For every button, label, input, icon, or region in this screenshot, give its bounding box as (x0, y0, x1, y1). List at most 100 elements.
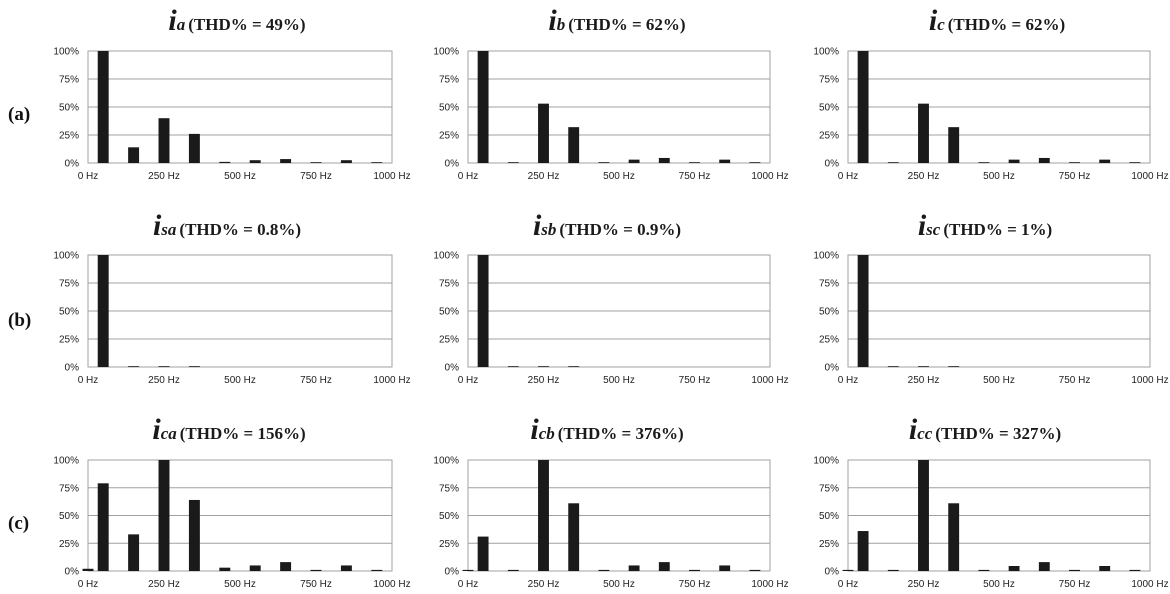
chart-sa: 0% 25% 50% 75% 100% 0 Hz 250 Hz 500 Hz 750 Hz 100… (53, 251, 410, 387)
y-tick-label: 50% (819, 307, 839, 318)
y-tick-label: 25% (439, 335, 459, 346)
bar (340, 565, 352, 571)
bar (97, 483, 109, 571)
y-tick-label: 75% (59, 279, 79, 290)
bar (1099, 566, 1111, 571)
bar (1038, 157, 1050, 163)
bar (857, 255, 869, 367)
x-tick-label: 250 Hz (908, 375, 940, 386)
bar (948, 503, 960, 571)
x-tick-label: 500 Hz (603, 579, 635, 590)
x-tick-label: 500 Hz (603, 375, 635, 386)
title-thd: (THD% = 1%) (943, 220, 1053, 239)
bar (978, 162, 990, 163)
y-tick-label: 100% (53, 251, 79, 262)
title-subscript: a (176, 15, 186, 34)
chart-a: 0% 25% 50% 75% 100% 0 Hz 250 Hz 500 Hz 750 Hz 100… (53, 47, 410, 183)
bar (280, 159, 292, 163)
x-tick-label: 500 Hz (603, 171, 635, 182)
x-tick-label: 1000 Hz (751, 375, 788, 386)
bar (219, 567, 231, 571)
title-thd: (THD% = 0.9%) (559, 220, 682, 239)
x-tick-label: 250 Hz (148, 579, 180, 590)
y-tick-label: 100% (433, 47, 459, 58)
bar (128, 534, 140, 571)
bar (507, 162, 519, 163)
chart-cc: 0% 25% 50% 75% 100% 0 Hz 250 Hz 500 Hz 750 Hz 100… (813, 456, 1168, 591)
y-tick-label: 75% (59, 483, 79, 494)
bar (857, 531, 869, 571)
bar (1008, 159, 1020, 163)
bar (628, 159, 640, 163)
x-tick-label: 1000 Hz (751, 171, 788, 182)
bar (188, 133, 200, 163)
title-thd: (THD% = 62%) (947, 15, 1066, 34)
title-subscript: ca (160, 424, 177, 443)
bar (918, 103, 929, 163)
x-tick-label: 0 Hz (78, 171, 99, 182)
bar (918, 366, 929, 367)
y-tick-label: 0% (65, 363, 80, 374)
chart-b: 0% 25% 50% 75% 100% 0 Hz 250 Hz 500 Hz 750 Hz 100… (433, 47, 788, 183)
bar (310, 162, 322, 163)
bar (219, 161, 231, 163)
title-symbol: i (532, 209, 542, 242)
x-tick-label: 500 Hz (224, 171, 256, 182)
bar (1038, 562, 1050, 571)
y-tick-label: 25% (819, 131, 839, 142)
x-tick-label: 750 Hz (300, 375, 332, 386)
bar (538, 366, 549, 367)
title-thd: (THD% = 156%) (179, 424, 306, 443)
x-tick-label: 250 Hz (908, 579, 940, 590)
bar (507, 366, 519, 367)
bar (158, 366, 170, 367)
bar (97, 255, 109, 367)
bar (658, 157, 670, 163)
bar (249, 565, 261, 571)
bar (477, 536, 489, 571)
y-tick-label: 25% (439, 131, 459, 142)
x-tick-label: 250 Hz (148, 171, 180, 182)
x-tick-label: 250 Hz (528, 171, 560, 182)
bar (538, 103, 549, 163)
plot-frame (847, 254, 1151, 368)
bar (598, 162, 610, 163)
bar (340, 160, 352, 163)
x-tick-label: 750 Hz (1059, 579, 1091, 590)
title-subscript: sc (926, 220, 941, 239)
chart-title-ic: ic (THD% = 62%) (832, 4, 1162, 38)
chart-title-icb: icb (THD% = 376%) (442, 413, 772, 447)
x-tick-label: 250 Hz (148, 375, 180, 386)
bar (568, 366, 580, 367)
bar (658, 562, 670, 571)
bar (568, 127, 580, 163)
x-tick-label: 0 Hz (458, 579, 479, 590)
bar (918, 460, 929, 571)
bar (978, 569, 990, 571)
y-tick-label: 0% (65, 567, 80, 578)
x-tick-label: 250 Hz (528, 579, 560, 590)
chart-title-icc: icc (THD% = 327%) (820, 413, 1150, 447)
y-tick-label: 100% (433, 251, 459, 262)
y-tick-label: 0% (825, 567, 840, 578)
chart-title-ica: ica (THD% = 156%) (64, 413, 394, 447)
bar (1129, 162, 1141, 163)
x-tick-label: 1000 Hz (1131, 579, 1168, 590)
title-subscript: b (556, 15, 566, 34)
title-symbol: i (548, 4, 557, 37)
x-tick-label: 750 Hz (679, 375, 711, 386)
x-tick-label: 0 Hz (838, 579, 859, 590)
x-tick-label: 0 Hz (78, 375, 99, 386)
title-subscript: sb (541, 220, 557, 239)
y-tick-label: 25% (59, 335, 79, 346)
title-symbol: i (530, 413, 539, 446)
bar (507, 569, 519, 571)
x-tick-label: 0 Hz (78, 579, 99, 590)
bar (948, 366, 960, 367)
title-symbol: i (928, 4, 938, 37)
x-tick-label: 250 Hz (908, 171, 940, 182)
plot-frame (87, 459, 393, 572)
bar (568, 503, 580, 571)
y-tick-label: 50% (59, 511, 79, 522)
y-tick-label: 25% (59, 539, 79, 550)
